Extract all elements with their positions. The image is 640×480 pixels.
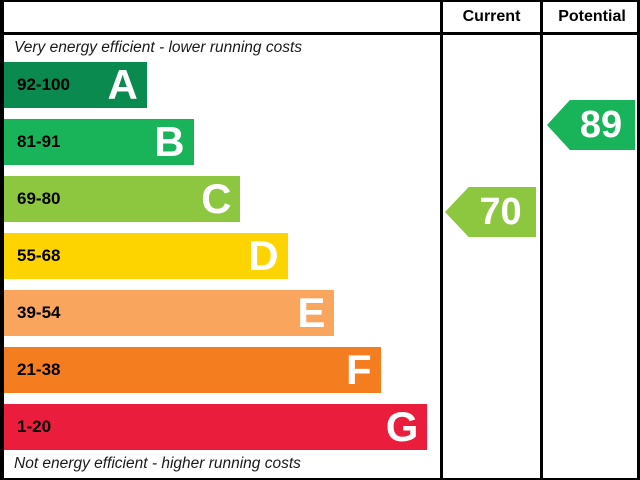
band-bar-b: 81-91 B — [4, 119, 194, 165]
current-column-divider — [440, 2, 443, 478]
band-row-g: 1-20 G — [4, 404, 437, 450]
band-row-a: 92-100 A — [4, 62, 437, 108]
band-bar-e: 39-54 E — [4, 289, 335, 336]
band-letter: G — [385, 403, 419, 450]
band-letter: F — [346, 346, 372, 393]
band-range-label: 55-68 — [17, 246, 61, 265]
band-letter: C — [201, 175, 232, 222]
band-row-d: 55-68 D — [4, 233, 437, 279]
potential-rating-value: 89 — [579, 104, 623, 146]
band-bar-f: 21-38 F — [4, 347, 381, 393]
band-bar-g: 1-20 G — [4, 403, 428, 450]
current-rating-value: 70 — [479, 191, 522, 233]
band-range-label: 21-38 — [17, 360, 61, 379]
bottom-caption: Not energy efficient - higher running co… — [14, 455, 301, 472]
band-range-label: 92-100 — [17, 75, 70, 94]
band-bar-c: 69-80 C — [4, 175, 241, 222]
rating-bands: 92-100 A 81-91 B 69-80 C 55-68 D 39- — [4, 62, 437, 461]
band-row-e: 39-54 E — [4, 290, 437, 336]
band-letter: D — [248, 232, 279, 279]
band-letter: A — [107, 61, 138, 108]
band-row-c: 69-80 C — [4, 176, 437, 222]
potential-column-header: Potential — [558, 8, 626, 25]
band-range-label: 39-54 — [17, 303, 61, 322]
band-range-label: 69-80 — [17, 189, 61, 208]
current-column-header: Current — [462, 8, 521, 25]
band-range-label: 81-91 — [17, 132, 61, 151]
band-letter: E — [297, 289, 326, 336]
current-rating-arrow: 70 — [445, 187, 536, 237]
top-caption: Very energy efficient - lower running co… — [14, 39, 303, 56]
potential-rating-arrow: 89 — [547, 100, 635, 150]
band-bar-d: 55-68 D — [4, 233, 288, 279]
band-row-b: 81-91 B — [4, 119, 437, 165]
potential-column-divider — [540, 2, 543, 478]
band-bar-a: 92-100 A — [4, 62, 147, 108]
band-row-f: 21-38 F — [4, 347, 437, 393]
header-divider — [4, 32, 637, 35]
band-letter: B — [154, 118, 185, 165]
band-range-label: 1-20 — [17, 417, 52, 436]
